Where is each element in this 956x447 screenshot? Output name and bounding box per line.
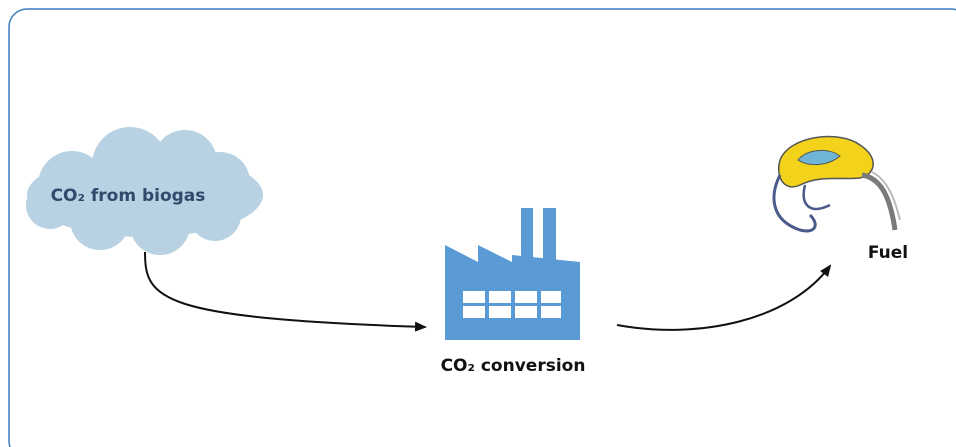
process-label: CO₂ conversion — [441, 356, 586, 376]
diagram: CO₂ from biogas CO₂ conversion Fuel — [0, 0, 956, 447]
product-label: Fuel — [868, 243, 908, 263]
page: CO₂ from biogas CO₂ conversion Fuel (() … — [0, 0, 956, 447]
source-label: CO₂ from biogas — [51, 186, 206, 206]
